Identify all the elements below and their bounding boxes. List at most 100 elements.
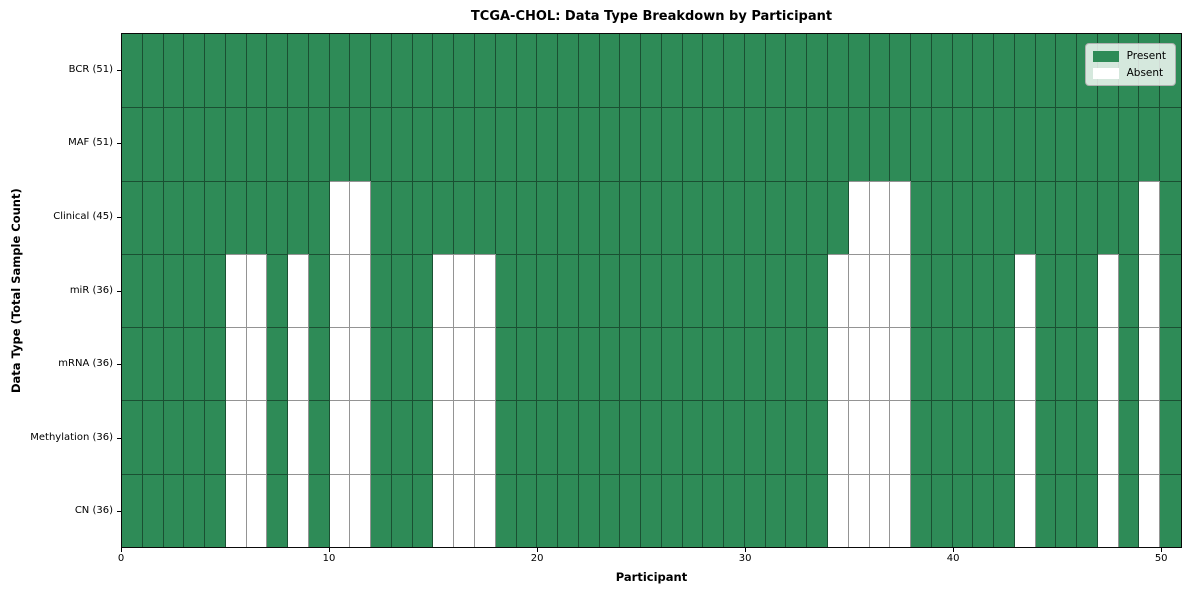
heatmap-cell xyxy=(599,473,621,547)
heatmap-cell xyxy=(225,107,247,181)
legend: Present Absent xyxy=(1084,43,1176,86)
heatmap-cell xyxy=(973,34,995,108)
heatmap-cell xyxy=(205,107,226,181)
heatmap-cell xyxy=(267,180,289,254)
heatmap-cell xyxy=(225,400,247,474)
heatmap-cell xyxy=(1014,473,1036,547)
heatmap-cell xyxy=(911,473,932,547)
heatmap-cell xyxy=(163,400,185,474)
heatmap-cell xyxy=(350,473,372,547)
heatmap-cell xyxy=(848,107,870,181)
heatmap-cell xyxy=(1035,327,1057,401)
heatmap-cell xyxy=(1056,327,1078,401)
heatmap-cell xyxy=(703,180,725,254)
heatmap-cell xyxy=(246,327,268,401)
heatmap-cell xyxy=(952,34,974,108)
heatmap-cell xyxy=(205,473,226,547)
heatmap-cell xyxy=(308,180,330,254)
heatmap-cell xyxy=(288,327,309,401)
heatmap-cell xyxy=(1118,253,1140,328)
heatmap-cell xyxy=(848,253,870,328)
heatmap-cell xyxy=(869,180,891,254)
heatmap-cell xyxy=(765,34,787,108)
heatmap-cell xyxy=(807,107,828,181)
heatmap-cell xyxy=(558,107,579,181)
heatmap-cell xyxy=(1056,473,1078,547)
x-tick-mark xyxy=(121,548,122,552)
heatmap-cell xyxy=(911,253,932,328)
heatmap-cell xyxy=(433,107,455,181)
heatmap-cell xyxy=(308,107,330,181)
heatmap-cell xyxy=(1139,253,1161,328)
heatmap-cell xyxy=(911,107,932,181)
heatmap-cell xyxy=(807,400,828,474)
heatmap-cell xyxy=(931,107,953,181)
heatmap-cell xyxy=(620,180,642,254)
heatmap-cell xyxy=(1139,400,1161,474)
heatmap-cell xyxy=(329,327,351,401)
heatmap-cell xyxy=(973,327,995,401)
heatmap-cell xyxy=(994,107,1015,181)
heatmap-cell xyxy=(516,180,538,254)
heatmap-cell xyxy=(869,400,891,474)
heatmap-cell xyxy=(184,107,206,181)
heatmap-cell xyxy=(495,400,517,474)
heatmap-cell xyxy=(682,327,704,401)
heatmap-cell xyxy=(288,253,309,328)
heatmap-cell xyxy=(931,180,953,254)
heatmap-cell xyxy=(163,34,185,108)
heatmap-cell xyxy=(973,253,995,328)
heatmap-cell xyxy=(246,253,268,328)
heatmap-cell xyxy=(931,253,953,328)
heatmap-cell xyxy=(827,473,849,547)
heatmap-cell xyxy=(786,253,808,328)
heatmap-cell xyxy=(267,253,289,328)
heatmap-cell xyxy=(1014,400,1036,474)
heatmap-cell xyxy=(890,107,912,181)
heatmap-cell xyxy=(184,253,206,328)
heatmap-cell xyxy=(682,400,704,474)
heatmap-cell xyxy=(412,400,434,474)
x-tick-label: 20 xyxy=(530,553,544,564)
heatmap-cell xyxy=(142,107,164,181)
heatmap-cell xyxy=(848,327,870,401)
heatmap-cell xyxy=(724,180,745,254)
heatmap-cell xyxy=(1056,253,1078,328)
heatmap-cell xyxy=(786,327,808,401)
heatmap-cell xyxy=(1035,400,1057,474)
heatmap-cell xyxy=(1118,180,1140,254)
heatmap-cell xyxy=(1160,107,1181,181)
heatmap-cell xyxy=(142,180,164,254)
heatmap-cell xyxy=(454,327,475,401)
heatmap-cell xyxy=(433,253,455,328)
heatmap-cell xyxy=(474,180,496,254)
present-swatch-icon xyxy=(1092,50,1119,62)
heatmap-cell xyxy=(329,253,351,328)
legend-label: Absent xyxy=(1126,67,1164,79)
heatmap-cell xyxy=(744,327,766,401)
heatmap-cell xyxy=(1139,180,1161,254)
heatmap-cell xyxy=(890,253,912,328)
heatmap-cell xyxy=(454,34,475,108)
chart-title: TCGA-CHOL: Data Type Breakdown by Partic… xyxy=(470,9,833,24)
heatmap-cell xyxy=(225,253,247,328)
heatmap-cell xyxy=(724,473,745,547)
heatmap-cell xyxy=(1118,327,1140,401)
heatmap-cell xyxy=(994,400,1015,474)
heatmap-cell xyxy=(350,253,372,328)
heatmap-cell xyxy=(454,107,475,181)
heatmap-cell xyxy=(184,34,206,108)
heatmap-cell xyxy=(205,34,226,108)
heatmap-cell xyxy=(1056,34,1078,108)
heatmap-cell xyxy=(288,473,309,547)
heatmap-cell xyxy=(371,180,392,254)
heatmap-cell xyxy=(682,107,704,181)
heatmap-cell xyxy=(329,473,351,547)
heatmap-cell xyxy=(890,327,912,401)
heatmap-cell xyxy=(641,180,662,254)
heatmap-cell xyxy=(371,253,392,328)
heatmap-cell xyxy=(163,253,185,328)
heatmap-cell xyxy=(350,34,372,108)
heatmap-cell xyxy=(558,473,579,547)
heatmap-cell xyxy=(1160,400,1181,474)
